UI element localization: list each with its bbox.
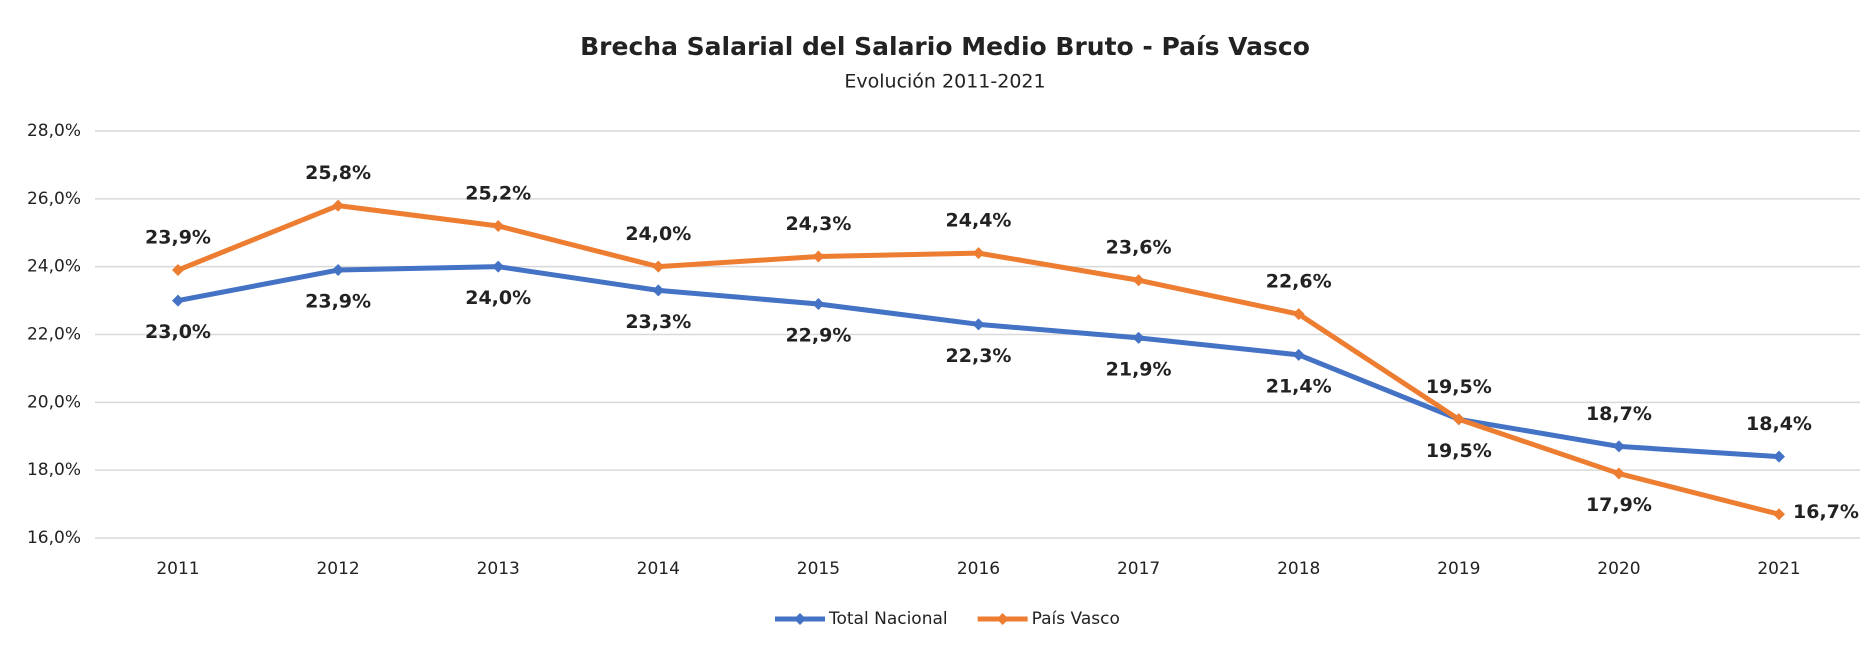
point-marker (1773, 450, 1785, 463)
x-tick-label: 2015 (797, 559, 840, 579)
data-label: 21,4% (1266, 375, 1332, 397)
data-label: 19,5% (1426, 376, 1492, 398)
y-tick-label: 24,0% (27, 257, 81, 277)
x-tick-label: 2021 (1757, 559, 1800, 579)
point-marker (1132, 331, 1145, 344)
data-label: 22,3% (946, 345, 1012, 367)
data-label: 17,9% (1586, 494, 1652, 516)
y-tick-label: 18,0% (27, 460, 81, 480)
data-label: 18,7% (1586, 403, 1652, 425)
point-marker (972, 247, 985, 260)
x-tick-label: 2018 (1277, 559, 1320, 579)
y-tick-label: 16,0% (27, 528, 81, 548)
point-marker (492, 260, 505, 273)
x-tick-label: 2017 (1117, 559, 1160, 579)
legend-label: País Vasco (1032, 609, 1120, 629)
point-marker (172, 294, 184, 307)
data-label: 22,6% (1266, 271, 1332, 293)
legend-marker (794, 613, 806, 625)
y-tick-label: 20,0% (27, 392, 81, 412)
data-label: 18,4% (1746, 413, 1812, 435)
data-label: 24,3% (785, 213, 851, 235)
data-label: 21,9% (1106, 358, 1172, 380)
data-label: 23,3% (625, 311, 691, 333)
data-label: 23,6% (1106, 237, 1172, 259)
point-marker (652, 260, 665, 273)
data-label: 22,9% (785, 324, 851, 346)
x-tick-label: 2011 (156, 559, 199, 579)
data-label: 23,9% (305, 291, 371, 313)
point-marker (812, 297, 825, 310)
chart-title: Brecha Salarial del Salario Medio Bruto … (580, 32, 1310, 61)
point-marker (332, 199, 345, 212)
point-marker (1612, 467, 1625, 480)
data-label: 24,4% (946, 210, 1012, 232)
point-marker (1292, 308, 1305, 321)
x-tick-label: 2016 (957, 559, 1000, 579)
data-label: 24,0% (465, 287, 531, 309)
data-label: 23,9% (145, 227, 211, 249)
point-marker (1292, 348, 1305, 361)
y-tick-label: 26,0% (27, 189, 81, 209)
x-tick-label: 2012 (316, 559, 359, 579)
point-marker (812, 250, 825, 263)
x-tick-label: 2019 (1437, 559, 1480, 579)
point-marker (332, 264, 345, 277)
point-marker (1612, 440, 1625, 453)
point-marker (652, 284, 665, 297)
point-marker (1773, 508, 1785, 521)
data-label: 25,2% (465, 182, 531, 204)
data-label: 16,7% (1793, 501, 1859, 523)
point-marker (1132, 274, 1145, 287)
chart-subtitle: Evolución 2011-2021 (844, 71, 1045, 93)
data-label: 23,0% (145, 321, 211, 343)
x-tick-label: 2013 (477, 559, 520, 579)
point-marker (1452, 413, 1465, 426)
point-marker (492, 219, 505, 232)
y-tick-label: 28,0% (27, 121, 81, 141)
data-label: 24,0% (625, 223, 691, 245)
x-tick-label: 2014 (637, 559, 680, 579)
data-label: 25,8% (305, 162, 371, 184)
point-marker (172, 264, 184, 277)
legend-marker (996, 613, 1009, 625)
x-tick-label: 2020 (1597, 559, 1640, 579)
data-label: 19,5% (1426, 440, 1492, 462)
legend-label: Total Nacional (828, 609, 948, 629)
y-tick-label: 22,0% (27, 325, 81, 345)
point-marker (972, 318, 985, 331)
